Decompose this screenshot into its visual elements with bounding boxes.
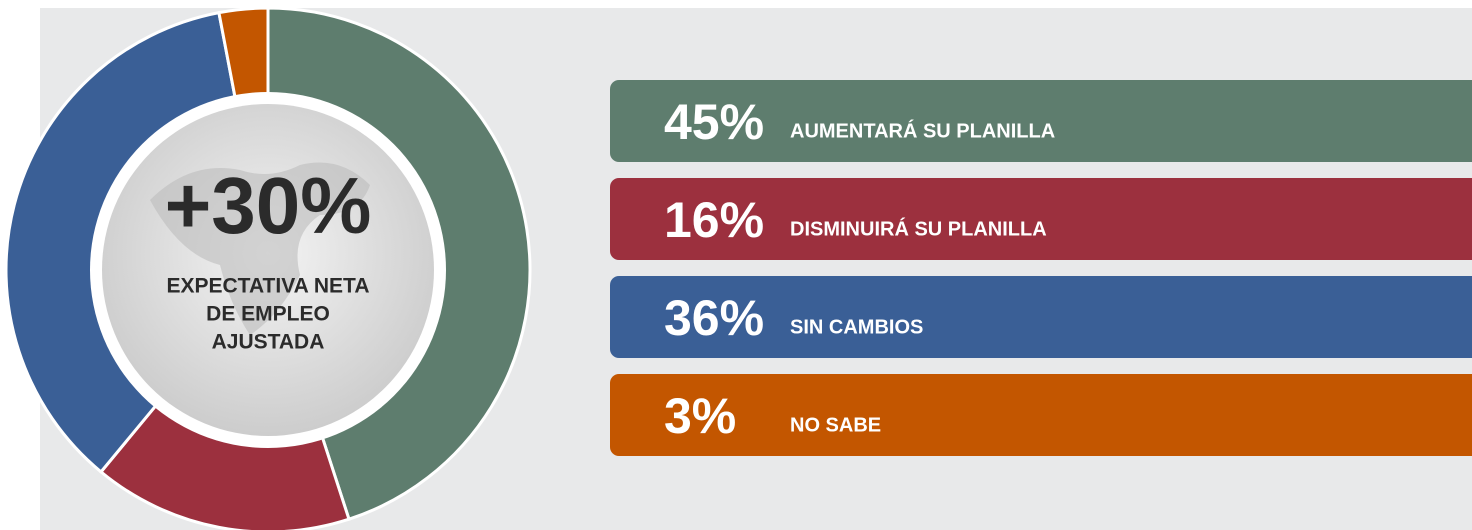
legend-label: SIN CAMBIOS: [790, 316, 923, 338]
center-label: AJUSTADA: [212, 331, 325, 354]
legend-value: 45%: [664, 94, 764, 150]
legend-box: [610, 178, 1472, 260]
center-label: EXPECTATIVA NETA: [166, 275, 369, 298]
center-label: DE EMPLEO: [206, 303, 330, 326]
center-value: +30%: [165, 161, 372, 250]
legend-value: 36%: [664, 290, 764, 346]
legend-box: [610, 80, 1472, 162]
legend-label: DISMINUIRÁ SU PLANILLA: [790, 217, 1047, 240]
legend: 45% AUMENTARÁ SU PLANILLA 16% DISMINUIRÁ SU…: [610, 80, 1472, 456]
legend-value: 16%: [664, 192, 764, 248]
legend-box: [610, 276, 1472, 358]
legend-label: NO SABE: [790, 414, 881, 436]
legend-box: [610, 374, 1472, 456]
legend-value: 3%: [664, 388, 736, 444]
globe-land: [150, 162, 370, 335]
legend-label: AUMENTARÁ SU PLANILLA: [790, 119, 1055, 142]
